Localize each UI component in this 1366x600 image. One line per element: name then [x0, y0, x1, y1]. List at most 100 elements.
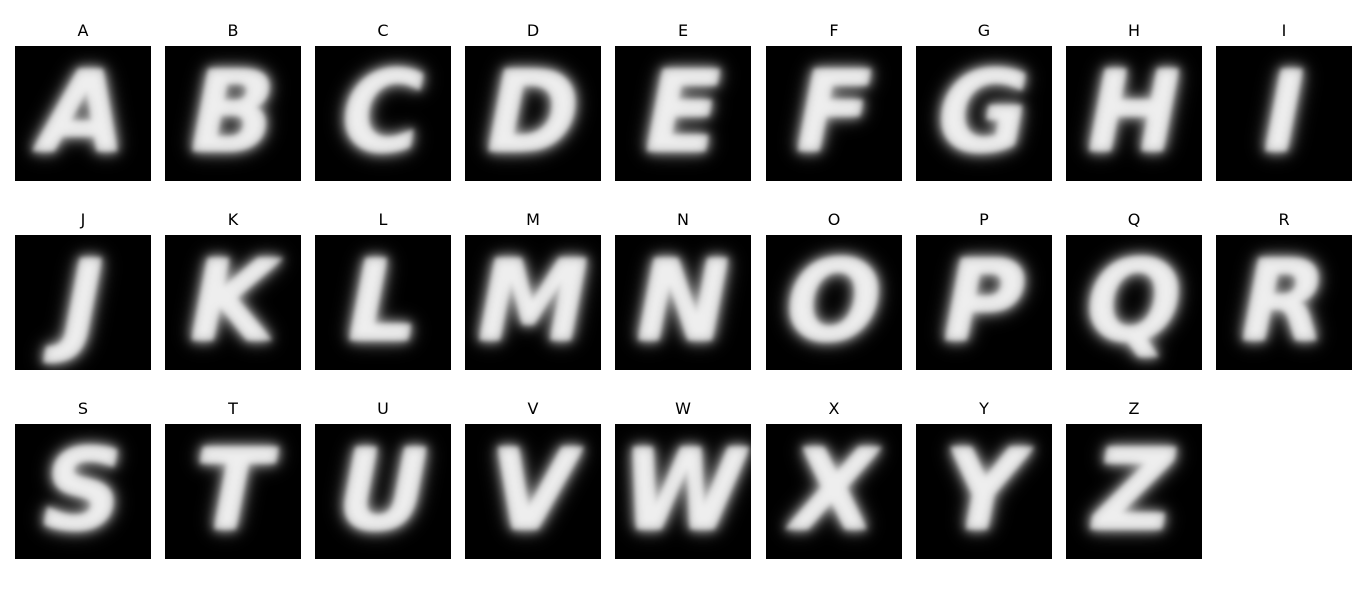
letter-glyph-core-m: M — [477, 237, 589, 367]
letter-glyph-core-y: Y — [943, 426, 1025, 556]
letter-glyph-o: O — [786, 237, 882, 367]
letter-glyph-core-o: O — [786, 237, 882, 367]
letter-label-t: T — [228, 399, 238, 418]
letter-glyph-q: Q — [1086, 237, 1182, 367]
letter-glyph-core-i: I — [1263, 48, 1305, 178]
letter-glyph-t: T — [194, 426, 272, 556]
letter-glyph-g: G — [938, 48, 1030, 178]
letter-label-b: B — [227, 21, 239, 40]
letter-glyph-l: L — [347, 237, 419, 367]
letter-glyph-core-w: W — [621, 426, 745, 556]
letter-glyph-v: V — [489, 426, 577, 556]
letter-glyph-f: F — [795, 48, 873, 178]
letter-glyph-core-p: P — [942, 237, 1026, 367]
letter-label-r: R — [1278, 210, 1290, 229]
letter-glyph-x: X — [790, 426, 878, 556]
letter-glyph-core-k: K — [189, 237, 277, 367]
letter-glyph-core-z: Z — [1093, 426, 1175, 556]
letter-label-s: S — [77, 399, 89, 418]
letter-label-y: Y — [979, 399, 989, 418]
letter-label-v: V — [527, 399, 539, 418]
letter-label-d: D — [526, 21, 540, 40]
letter-glyph-y: Y — [943, 426, 1025, 556]
letter-glyph-core-q: Q — [1086, 237, 1182, 367]
letter-glyph-u: U — [337, 426, 429, 556]
letter-glyph-core-j: J — [62, 237, 104, 367]
letter-glyph-core-t: T — [194, 426, 272, 556]
letter-glyph-core-a: A — [39, 48, 127, 178]
letter-label-p: P — [979, 210, 989, 229]
letter-glyph-n: N — [636, 237, 730, 367]
letter-glyph-k: K — [189, 237, 277, 367]
letter-glyph-core-b: B — [190, 48, 276, 178]
letter-glyph-core-c: C — [341, 48, 425, 178]
letter-label-e: E — [677, 21, 689, 40]
letter-label-w: W — [675, 399, 691, 418]
letter-label-q: Q — [1127, 210, 1141, 229]
letter-glyph-s: S — [42, 426, 124, 556]
letter-label-x: X — [828, 399, 840, 418]
letter-glyph-core-r: R — [1240, 237, 1328, 367]
letter-glyph-core-h: H — [1087, 48, 1181, 178]
letter-glyph-core-l: L — [347, 237, 419, 367]
letter-glyph-core-n: N — [636, 237, 730, 367]
letter-glyph-e: E — [644, 48, 722, 178]
letter-label-k: K — [227, 210, 239, 229]
letter-glyph-core-x: X — [790, 426, 878, 556]
letter-label-u: U — [377, 399, 389, 418]
letter-glyph-m: M — [477, 237, 589, 367]
letter-label-i: I — [1281, 21, 1287, 40]
letter-glyph-i: I — [1263, 48, 1305, 178]
letter-label-f: F — [829, 21, 839, 40]
letter-glyph-a: A — [39, 48, 127, 178]
letter-glyph-core-u: U — [337, 426, 429, 556]
letter-label-a: A — [77, 21, 89, 40]
letter-glyph-w: W — [621, 426, 745, 556]
letter-glyph-core-v: V — [489, 426, 577, 556]
letter-glyph-b: B — [190, 48, 276, 178]
letter-glyph-core-g: G — [938, 48, 1030, 178]
letter-label-o: O — [827, 210, 841, 229]
letter-label-l: L — [378, 210, 388, 229]
letter-label-m: M — [526, 210, 540, 229]
letter-label-g: G — [977, 21, 991, 40]
letter-glyph-c: C — [341, 48, 425, 178]
letter-glyph-core-s: S — [42, 426, 124, 556]
letter-label-j: J — [80, 210, 86, 229]
letter-glyph-h: H — [1087, 48, 1181, 178]
letter-label-c: C — [377, 21, 389, 40]
letter-glyph-core-f: F — [795, 48, 873, 178]
letter-glyph-r: R — [1240, 237, 1328, 367]
letter-glyph-p: P — [942, 237, 1026, 367]
letter-glyph-core-d: D — [486, 48, 580, 178]
letter-glyph-d: D — [486, 48, 580, 178]
letter-glyph-z: Z — [1093, 426, 1175, 556]
letter-label-h: H — [1127, 21, 1141, 40]
letter-label-z: Z — [1128, 399, 1140, 418]
